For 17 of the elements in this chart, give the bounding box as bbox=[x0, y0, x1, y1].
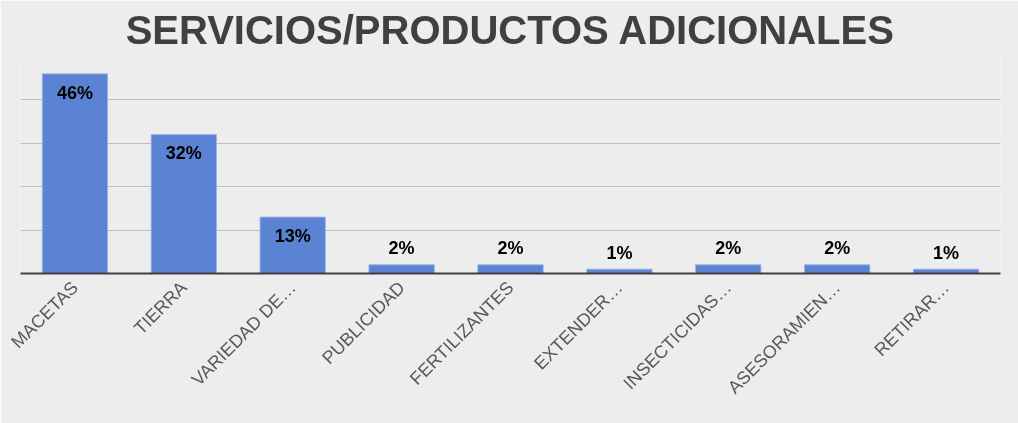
data-label: 46% bbox=[56, 82, 93, 103]
data-label: 1% bbox=[606, 242, 633, 263]
data-label: 2% bbox=[388, 238, 415, 259]
data-label: 2% bbox=[824, 238, 851, 259]
bar bbox=[804, 264, 871, 274]
chart-title: SERVICIOS/PRODUCTOS ADICIONALES bbox=[125, 7, 894, 52]
bar bbox=[150, 134, 217, 274]
bar bbox=[259, 216, 326, 274]
bar bbox=[368, 264, 435, 274]
data-label: 2% bbox=[497, 238, 524, 259]
bar bbox=[41, 73, 109, 274]
data-label: 13% bbox=[274, 225, 311, 246]
data-label: 32% bbox=[165, 143, 202, 164]
data-label: 1% bbox=[933, 242, 960, 263]
bar bbox=[695, 264, 762, 274]
data-label: 2% bbox=[715, 238, 742, 259]
bar bbox=[477, 264, 544, 274]
